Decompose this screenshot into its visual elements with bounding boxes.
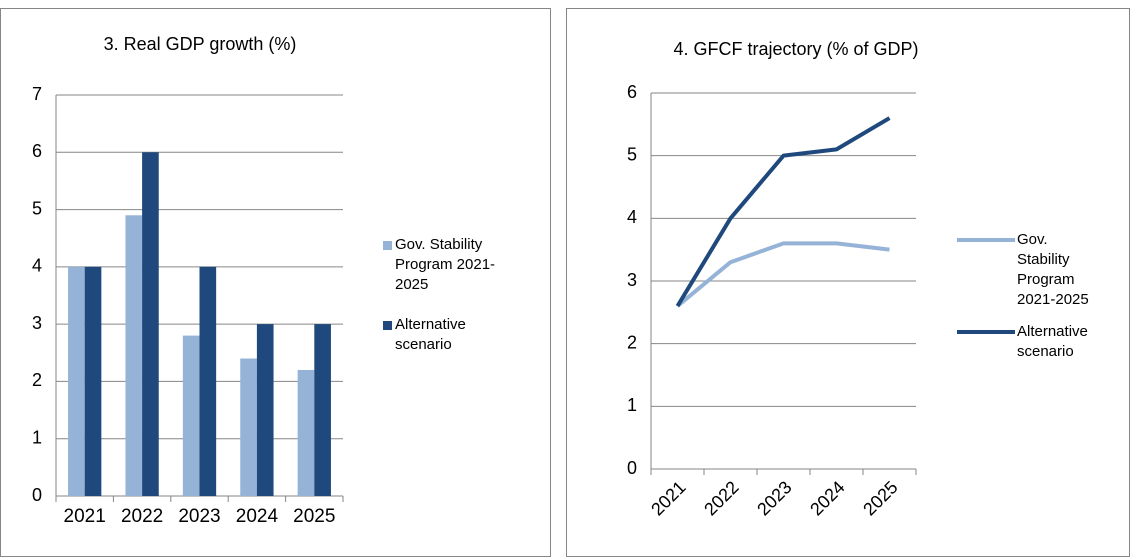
- y-tick-label: 3: [32, 313, 42, 333]
- bar: [199, 266, 217, 496]
- line: [675, 116, 891, 308]
- y-tick-label: 7: [32, 84, 42, 104]
- bar: [256, 324, 274, 496]
- y-tick-label: 2: [32, 370, 42, 390]
- legend-marker: [383, 321, 392, 330]
- legend-label: Alternative scenario: [1017, 323, 1088, 360]
- chart-title: 3. Real GDP growth (%): [104, 34, 297, 54]
- line: [676, 241, 890, 308]
- panel: [566, 8, 1130, 557]
- bar: [125, 215, 143, 497]
- y-tick-label: 6: [627, 82, 637, 102]
- y-tick-label: 0: [32, 485, 42, 505]
- y-tick-label: 6: [32, 141, 42, 161]
- y-tick-label: 1: [32, 427, 42, 447]
- bar: [314, 324, 331, 496]
- legend-label: Gov. Stability Program 2021-2025: [1017, 231, 1089, 308]
- x-tick-label: 2021: [64, 506, 106, 527]
- y-tick-label: 5: [32, 198, 42, 218]
- x-tick-label: 2023: [178, 506, 220, 527]
- y-tick-label: 2: [627, 332, 637, 352]
- chart-title: 4. GFCF trajectory (% of GDP): [673, 39, 918, 59]
- y-tick-label: 4: [32, 256, 42, 276]
- x-tick-label: 2024: [236, 506, 279, 527]
- x-tick-label: 2025: [293, 506, 335, 527]
- y-tick-label: 3: [627, 270, 637, 290]
- y-tick-label: 0: [627, 458, 637, 478]
- bar: [297, 369, 315, 496]
- bar: [182, 335, 200, 496]
- x-tick-label: 2022: [121, 506, 163, 527]
- bar: [142, 152, 159, 497]
- y-tick-label: 1: [627, 395, 637, 415]
- bar: [68, 266, 85, 496]
- legend-label: Alternative scenario: [395, 316, 466, 353]
- legend-marker: [383, 241, 392, 250]
- legend-label: Gov. Stability Program 2021-2025: [395, 236, 496, 293]
- bar: [240, 358, 257, 496]
- y-tick-label: 4: [627, 207, 637, 227]
- y-tick-label: 5: [627, 144, 637, 164]
- bar: [84, 266, 102, 496]
